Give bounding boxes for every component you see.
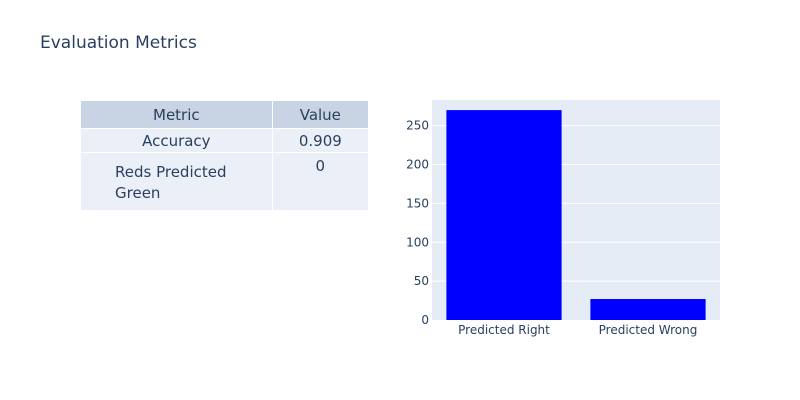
table-cell-metric-text: Reds Predicted Green: [115, 163, 227, 202]
chart-title: Evaluation Metrics: [40, 33, 197, 53]
y-tick-label: 250: [406, 119, 429, 133]
table-row: Reds Predicted Green 0: [80, 152, 370, 211]
table-header-row: Metric Value: [80, 100, 370, 129]
table-cell-value-text: 0: [315, 157, 326, 175]
table-cell-metric: Reds Predicted Green: [80, 152, 273, 211]
table-cell-value: 0: [271, 152, 370, 211]
y-tick-label: 200: [406, 158, 429, 172]
table-cell-metric: Accuracy: [80, 128, 273, 153]
bar: [446, 110, 562, 320]
x-tick-label: Predicted Right: [458, 323, 550, 337]
table-row: Accuracy 0.909: [80, 128, 370, 153]
y-tick-label: 100: [406, 235, 429, 249]
table-header-value: Value: [271, 100, 370, 129]
bar: [590, 299, 706, 320]
y-tick-label: 150: [406, 196, 429, 210]
x-tick-label: Predicted Wrong: [599, 323, 698, 337]
y-tick-label: 0: [421, 313, 429, 327]
y-tick-label: 50: [414, 274, 429, 288]
metrics-table: Metric Value Accuracy 0.909 Reds Predict…: [80, 100, 370, 211]
